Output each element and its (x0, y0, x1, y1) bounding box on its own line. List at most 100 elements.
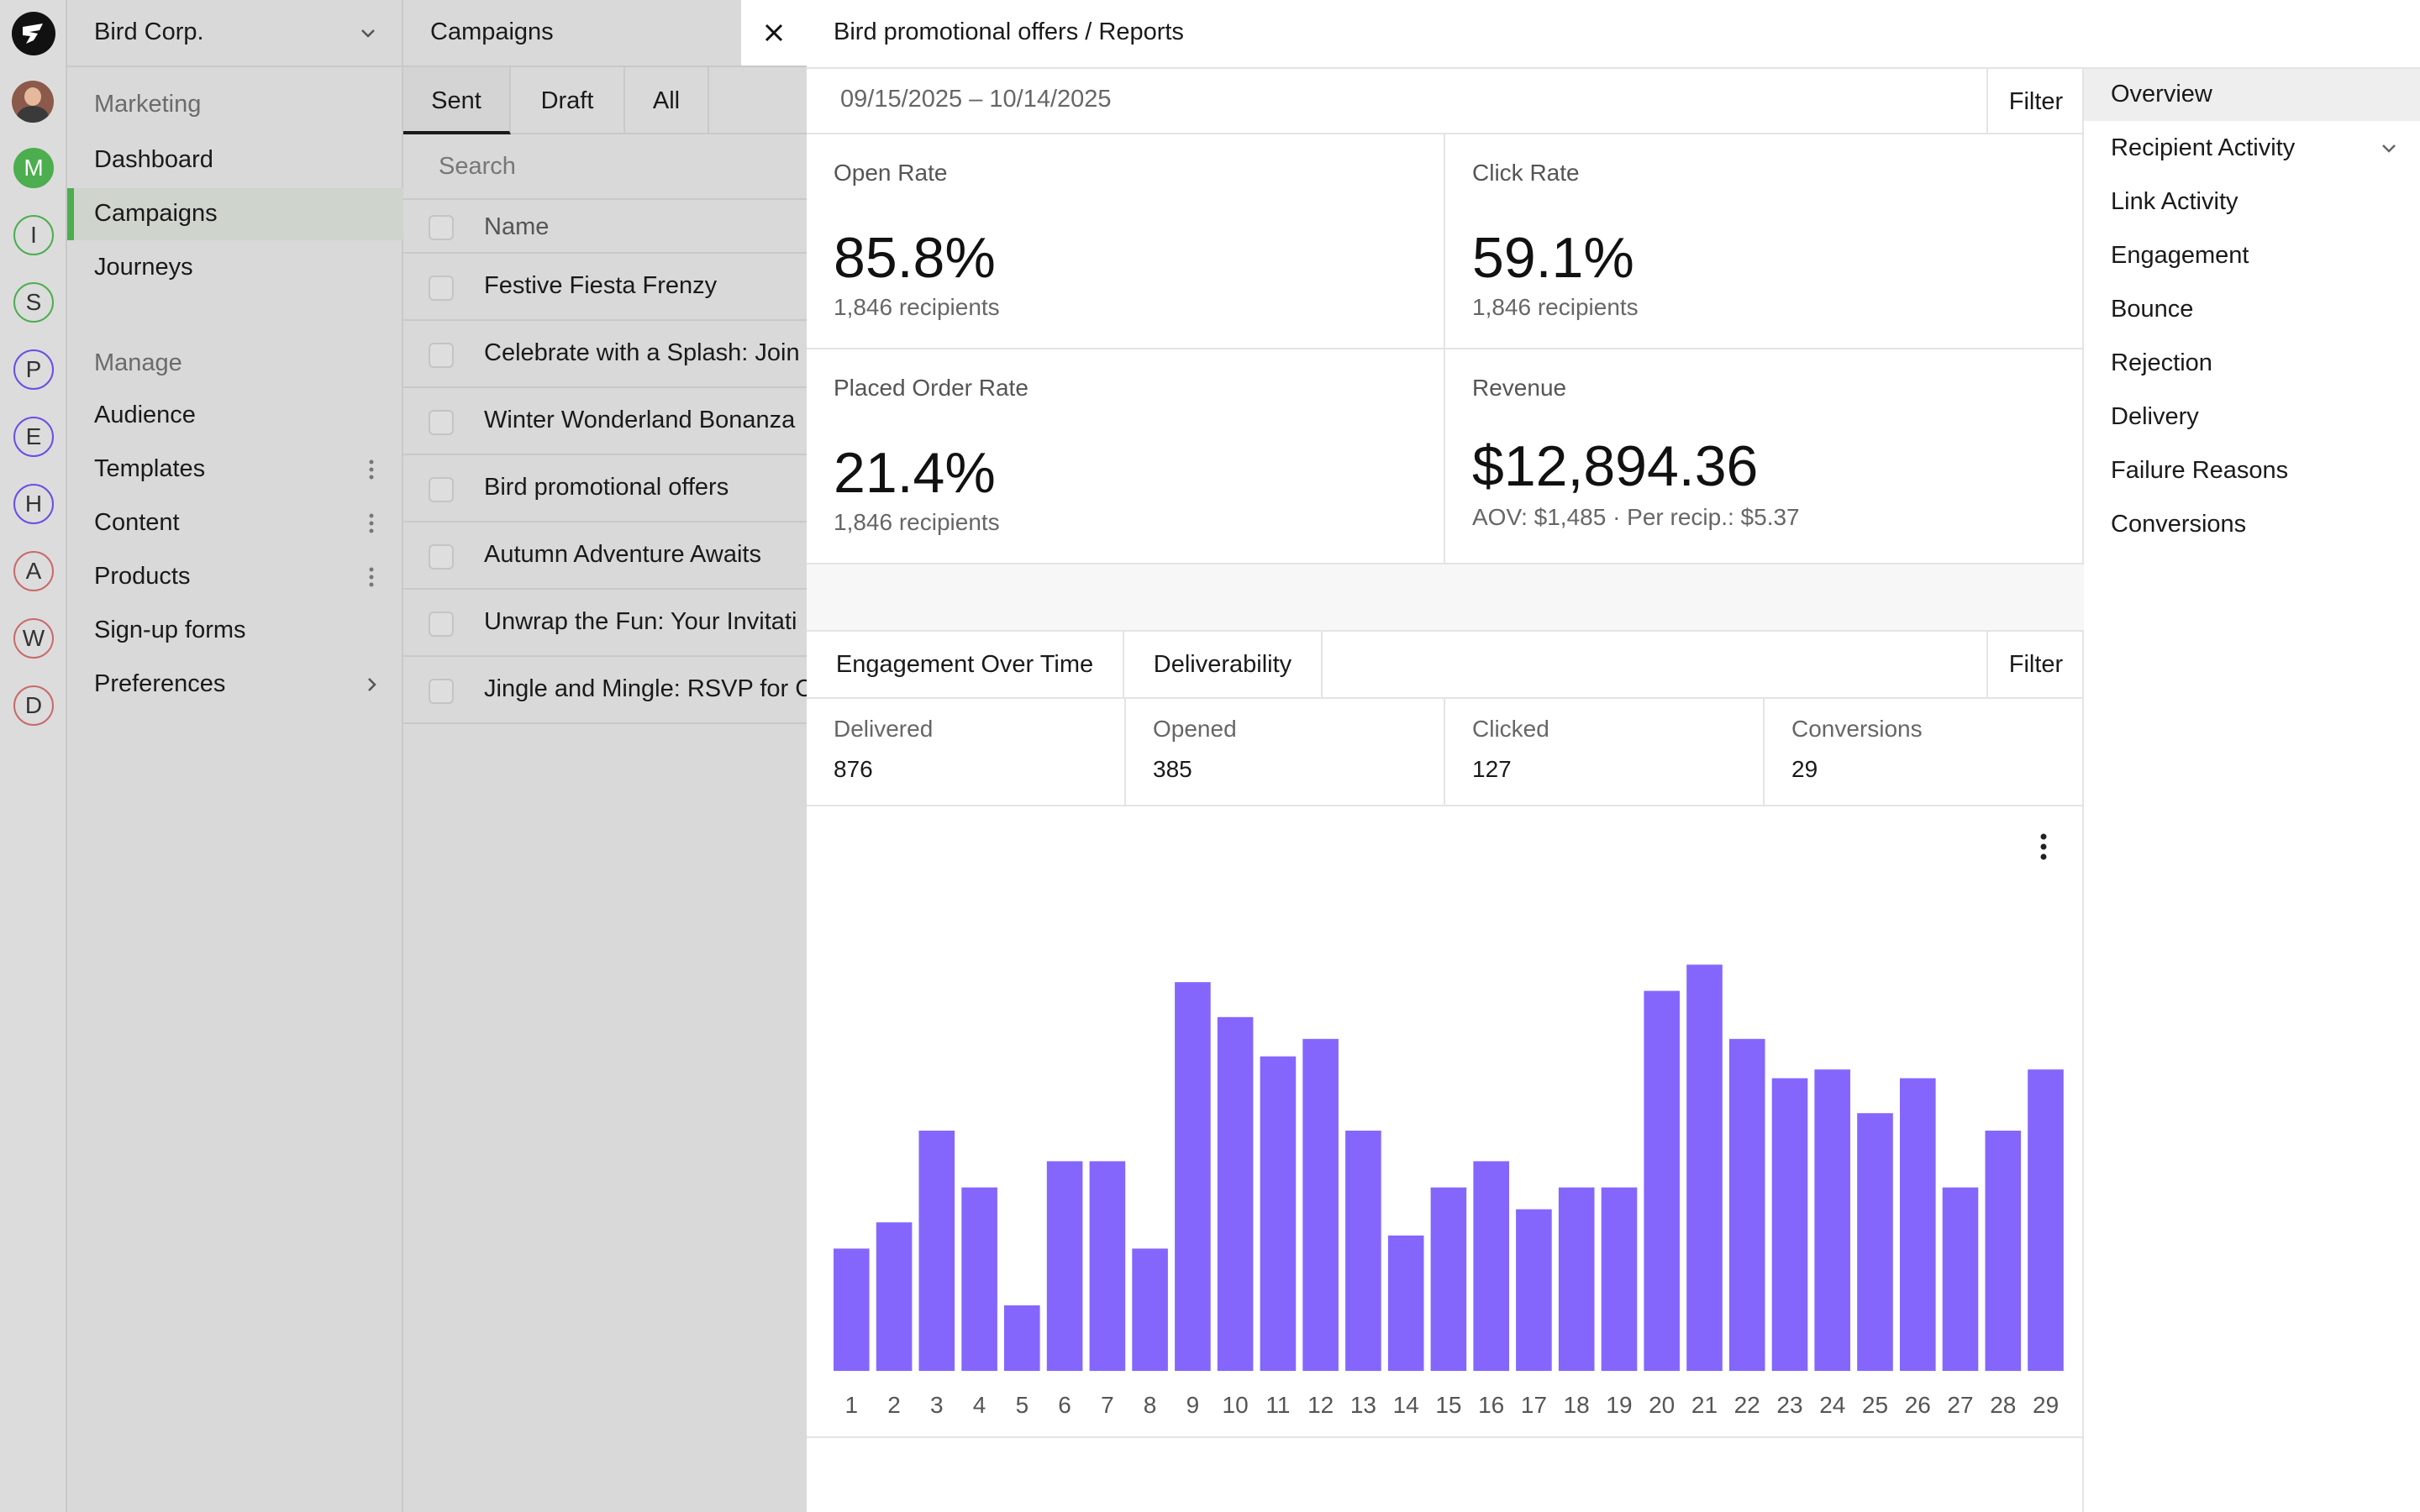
more-vertical-icon[interactable] (2033, 830, 2054, 864)
row-checkbox[interactable] (429, 679, 454, 704)
row-checkbox[interactable] (429, 612, 454, 637)
nav-item-content[interactable]: Content (67, 497, 403, 549)
row-checkbox[interactable] (429, 544, 454, 570)
nav-item-preferences[interactable]: Preferences (67, 659, 403, 711)
workspace-button[interactable]: P (13, 349, 54, 390)
tab-all[interactable]: All (625, 67, 709, 134)
select-all-checkbox[interactable] (429, 215, 454, 240)
bird-logo-icon[interactable] (12, 12, 55, 55)
nav-item-campaigns[interactable]: Campaigns (67, 188, 403, 240)
report-nav-label: Rejection (2111, 349, 2212, 376)
report-nav-item[interactable]: Delivery (2084, 391, 2420, 444)
chart-bar[interactable] (1644, 990, 1680, 1371)
chart-bar[interactable] (1601, 1187, 1638, 1371)
workspace-button[interactable]: I (13, 215, 54, 255)
tab-draft[interactable]: Draft (511, 67, 625, 134)
nav-item-journeys[interactable]: Journeys (67, 242, 403, 294)
chart-bar[interactable] (1132, 1248, 1168, 1371)
close-icon (765, 24, 783, 42)
chart-bar[interactable] (2028, 1069, 2064, 1371)
table-row[interactable]: Jingle and Mingle: RSVP for C (403, 657, 807, 724)
chart-bar[interactable] (1175, 982, 1211, 1371)
nav-item-dashboard[interactable]: Dashboard (67, 134, 403, 186)
chart-bar[interactable] (1728, 1038, 1765, 1371)
close-button[interactable] (741, 0, 807, 66)
workspace-button[interactable]: D (13, 685, 54, 726)
workspace-button[interactable]: W (13, 618, 54, 659)
tab-engagement-over-time[interactable]: Engagement Over Time (807, 632, 1124, 697)
x-tick-label: 25 (1862, 1392, 1888, 1418)
report-nav-item[interactable]: Rejection (2084, 338, 2420, 390)
nav-item-products[interactable]: Products (67, 551, 403, 603)
workspace-button[interactable]: M (13, 148, 54, 188)
nav-item-audience[interactable]: Audience (67, 390, 403, 442)
kpi-open-rate: Open Rate 85.8% 1,846 recipients (807, 134, 1445, 349)
report-nav-label: Delivery (2111, 403, 2199, 430)
chart-bar[interactable] (961, 1187, 997, 1371)
chart-bar[interactable] (1046, 1161, 1083, 1371)
tab-deliverability[interactable]: Deliverability (1124, 632, 1323, 697)
report-nav-item[interactable]: Recipient Activity (2084, 123, 2420, 175)
more-vertical-icon[interactable] (360, 457, 383, 482)
table-row[interactable]: Unwrap the Fun: Your Invitati (403, 590, 807, 657)
table-row[interactable]: Bird promotional offers (403, 455, 807, 522)
report-panel: Bird promotional offers / Reports 09/15/… (807, 0, 2420, 1512)
user-avatar[interactable] (12, 81, 54, 123)
report-nav-item[interactable]: Failure Reasons (2084, 445, 2420, 497)
report-nav-label: Recipient Activity (2111, 134, 2296, 161)
nav-item-signup-forms[interactable]: Sign-up forms (67, 605, 403, 657)
filter-button[interactable]: Filter (1986, 69, 2084, 134)
tab-sent[interactable]: Sent (403, 67, 511, 134)
chart-bar[interactable] (1985, 1131, 2022, 1371)
date-range-picker[interactable]: 09/15/2025 – 10/14/2025 (840, 86, 1112, 113)
more-vertical-icon[interactable] (360, 564, 383, 590)
chart-bar[interactable] (1771, 1078, 1808, 1371)
chart-bar[interactable] (1387, 1235, 1424, 1371)
table-row[interactable]: Winter Wonderland Bonanza (403, 388, 807, 455)
chart-bar[interactable] (1302, 1038, 1339, 1371)
chart-bar[interactable] (1814, 1069, 1850, 1371)
chevron-down-icon[interactable] (2378, 138, 2400, 160)
row-checkbox[interactable] (429, 343, 454, 368)
table-row[interactable]: Celebrate with a Splash: Join (403, 321, 807, 388)
chart-bar[interactable] (1217, 1016, 1254, 1371)
chart-bar[interactable] (1900, 1078, 1936, 1371)
report-nav-item[interactable]: Engagement (2084, 230, 2420, 282)
chart-bar[interactable] (1558, 1187, 1595, 1371)
nav-item-templates[interactable]: Templates (67, 444, 403, 496)
chart-bar[interactable] (1004, 1305, 1040, 1371)
row-checkbox[interactable] (429, 276, 454, 301)
chart-bar[interactable] (1942, 1187, 1979, 1371)
x-tick-label: 1 (845, 1392, 859, 1418)
kpi-subtext: 1,846 recipients (834, 294, 1000, 320)
chart-bar[interactable] (1260, 1056, 1297, 1371)
workspace-button[interactable]: A (13, 551, 54, 591)
chart-bar[interactable] (918, 1131, 955, 1371)
report-nav-item[interactable]: Overview (2084, 69, 2420, 121)
report-nav-item[interactable]: Bounce (2084, 284, 2420, 336)
workspace-button[interactable]: E (13, 417, 54, 457)
filter-button[interactable]: Filter (1986, 632, 2084, 697)
table-row[interactable]: Festive Fiesta Frenzy (403, 254, 807, 321)
workspace-button[interactable]: H (13, 484, 54, 524)
chart-bar[interactable] (1473, 1161, 1509, 1371)
chart-bar[interactable] (876, 1222, 913, 1371)
row-checkbox[interactable] (429, 410, 454, 435)
x-tick-label: 21 (1691, 1392, 1718, 1418)
table-row[interactable]: Autumn Adventure Awaits (403, 522, 807, 590)
chart-bar[interactable] (1516, 1209, 1552, 1371)
org-switcher[interactable]: Bird Corp. (67, 0, 403, 67)
chart-bar[interactable] (1089, 1161, 1126, 1371)
chart-bar[interactable] (1857, 1113, 1893, 1371)
section-divider (807, 564, 2084, 632)
more-vertical-icon[interactable] (360, 511, 383, 536)
chart-bar[interactable] (1430, 1187, 1467, 1371)
row-checkbox[interactable] (429, 477, 454, 502)
chart-bar[interactable] (1345, 1131, 1381, 1371)
search-input[interactable]: Search (403, 134, 807, 200)
chart-bar[interactable] (834, 1248, 870, 1371)
report-nav-item[interactable]: Link Activity (2084, 176, 2420, 228)
chart-bar[interactable] (1686, 964, 1723, 1371)
workspace-button[interactable]: S (13, 282, 54, 323)
report-nav-item[interactable]: Conversions (2084, 499, 2420, 551)
